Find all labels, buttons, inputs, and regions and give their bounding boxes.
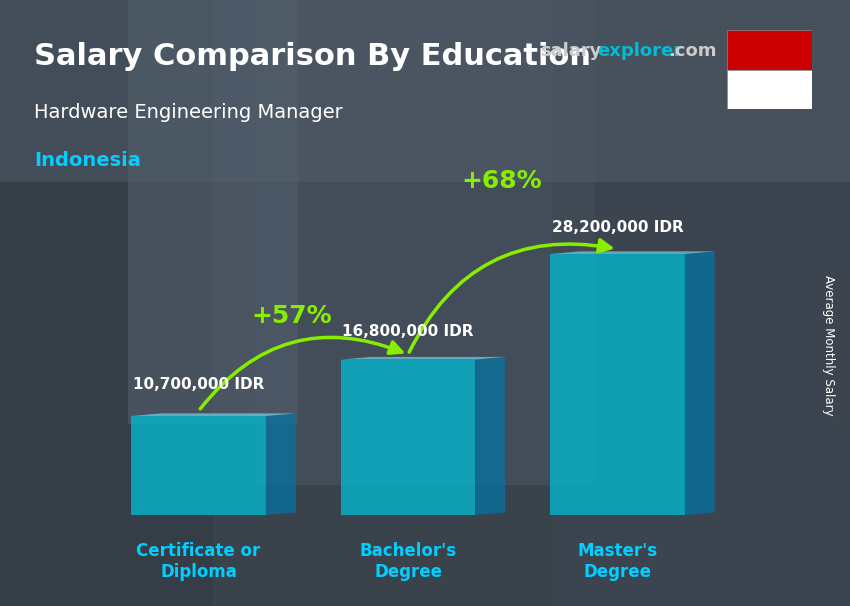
Text: 28,200,000 IDR: 28,200,000 IDR xyxy=(552,220,683,235)
Text: salary: salary xyxy=(540,42,601,61)
Text: +57%: +57% xyxy=(252,304,332,328)
Bar xyxy=(552,0,850,606)
Bar xyxy=(128,0,298,424)
Polygon shape xyxy=(685,251,715,515)
Bar xyxy=(131,416,266,515)
Bar xyxy=(727,70,812,109)
Polygon shape xyxy=(341,357,505,359)
Text: +68%: +68% xyxy=(462,169,541,193)
Bar xyxy=(0,0,212,606)
Text: .com: .com xyxy=(668,42,717,61)
Text: Hardware Engineering Manager: Hardware Engineering Manager xyxy=(34,103,343,122)
Text: Average Monthly Salary: Average Monthly Salary xyxy=(822,275,836,416)
Text: 16,800,000 IDR: 16,800,000 IDR xyxy=(343,324,473,339)
Bar xyxy=(550,254,685,515)
Text: Certificate or
Diploma: Certificate or Diploma xyxy=(137,542,261,581)
Polygon shape xyxy=(475,357,505,515)
Bar xyxy=(727,30,812,70)
Polygon shape xyxy=(550,251,715,254)
Text: explorer: explorer xyxy=(598,42,683,61)
Text: 10,700,000 IDR: 10,700,000 IDR xyxy=(133,377,264,392)
Bar xyxy=(341,359,475,515)
Text: Salary Comparison By Education: Salary Comparison By Education xyxy=(34,42,591,72)
Polygon shape xyxy=(131,413,296,416)
Text: Bachelor's
Degree: Bachelor's Degree xyxy=(360,542,456,581)
Text: Master's
Degree: Master's Degree xyxy=(577,542,658,581)
Polygon shape xyxy=(266,413,296,515)
Bar xyxy=(0,0,850,182)
Text: Indonesia: Indonesia xyxy=(34,152,141,170)
Bar xyxy=(255,0,595,485)
